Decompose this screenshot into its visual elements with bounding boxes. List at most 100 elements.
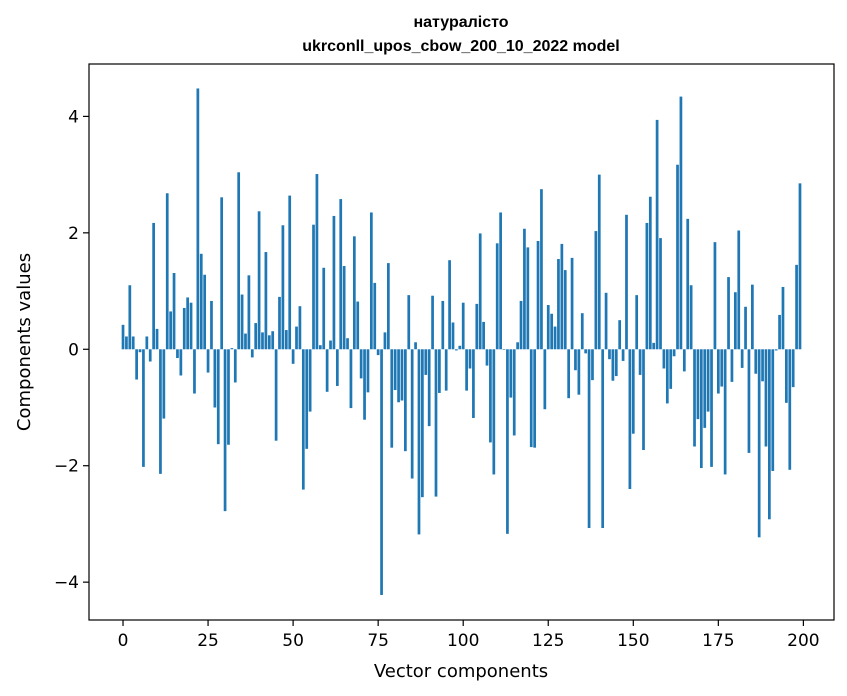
bar [216,349,220,445]
bar [315,174,319,350]
bar [536,240,540,350]
bar [169,311,172,350]
bar [553,326,557,350]
bar [557,259,560,350]
bar [298,306,302,350]
bar [404,349,407,452]
bar [342,266,346,350]
x-tick-label: 75 [367,631,389,651]
bar [574,349,577,371]
bar [611,349,615,381]
bar [492,349,496,475]
bar [591,349,594,381]
bars-group [121,88,802,595]
bar [369,212,373,350]
bar [768,349,771,520]
bar [308,349,312,412]
bar [186,297,190,350]
bar [659,238,662,350]
bar [516,342,519,350]
bar [778,314,781,350]
bar [764,349,768,447]
bar [145,336,149,350]
bar [475,303,479,350]
bar [686,218,690,350]
y-axis-ticks: −4 −2 0 2 4 [54,107,89,593]
bar [461,302,465,350]
bar [230,348,234,350]
x-tick-label: 50 [282,631,304,651]
bar [689,285,693,350]
bar [387,263,390,350]
bar [349,349,353,409]
x-axis-label: Vector components [374,661,548,682]
bar [601,349,605,529]
x-tick-label: 150 [617,631,649,651]
bar [179,349,183,376]
x-tick-label: 25 [197,631,219,651]
bar [152,222,155,350]
x-tick-label: 0 [118,631,129,651]
bar [325,349,329,392]
bar [281,225,285,350]
bar [383,332,387,350]
bar [682,349,686,372]
bar [223,349,227,512]
bar [478,233,482,350]
bar [747,349,751,453]
bar [121,324,125,350]
bar [417,349,421,535]
bar [278,296,281,350]
bar [652,342,656,350]
bar [710,349,713,467]
bar [614,349,618,377]
bar [669,349,673,389]
bar [288,195,292,350]
bar [635,295,639,350]
bar [189,302,193,350]
bar [594,231,598,350]
chart-title-line2: ukrconll_upos_cbow_200_10_2022 model [302,38,619,55]
bar [155,328,159,350]
bar [727,277,730,350]
bar [400,349,404,401]
bar [128,285,132,350]
bar [580,313,584,350]
y-tick-label: 0 [68,340,79,360]
bar [761,349,764,382]
bar [250,349,254,358]
bar [240,294,244,350]
bar [628,349,632,490]
bar [390,349,394,448]
bar [676,164,679,350]
bar [713,242,717,350]
x-axis-ticks: 0 25 50 75 100 125 150 175 200 [118,620,820,651]
bar [220,197,224,350]
bar [363,349,366,420]
bar [233,349,237,383]
bar [720,349,724,387]
bar [642,349,645,450]
bar [798,183,802,350]
bar [267,335,271,350]
bar [751,284,754,350]
bar [366,349,370,393]
bar [655,119,659,350]
x-tick-label: 175 [702,631,734,651]
bar [227,349,230,445]
bar [291,349,295,364]
bar [672,349,676,357]
bar [257,211,261,350]
bar [638,349,642,375]
bar [138,349,142,353]
bar [301,349,305,490]
bar [567,349,571,399]
bar [618,320,622,350]
bar [781,286,785,350]
bar [608,349,611,360]
bar [523,228,526,350]
bar [570,257,574,350]
bar [142,349,145,467]
bar [754,349,758,374]
